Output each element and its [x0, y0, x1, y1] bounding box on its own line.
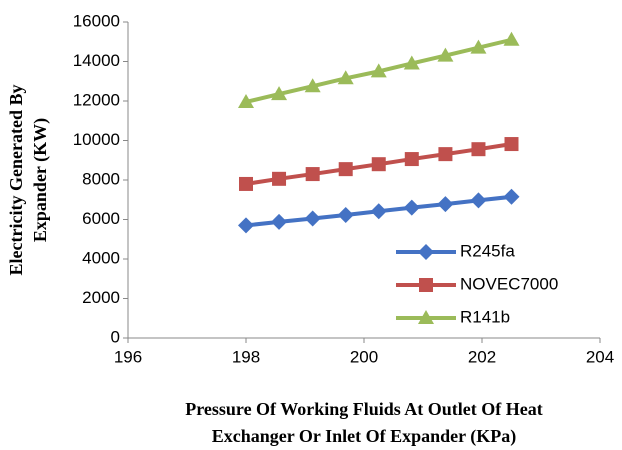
- legend-label: NOVEC7000: [460, 274, 558, 293]
- marker: [470, 192, 487, 209]
- y-axis-title: Expander (KW): [30, 118, 51, 242]
- x-tick-label: 204: [586, 347, 614, 366]
- legend-marker: [418, 310, 434, 324]
- y-axis-title: Electricity Generated By: [6, 85, 26, 276]
- marker: [272, 171, 287, 186]
- marker: [370, 63, 387, 78]
- marker: [271, 86, 288, 101]
- marker: [371, 157, 386, 172]
- y-tick-label: 12000: [73, 90, 120, 109]
- marker: [238, 217, 254, 234]
- y-tick-label: 8000: [82, 169, 120, 188]
- marker: [438, 147, 453, 162]
- marker: [404, 152, 419, 167]
- marker: [305, 167, 320, 182]
- legend-label: R245fa: [460, 241, 515, 260]
- x-tick-label: 198: [232, 347, 260, 366]
- legend-marker: [419, 278, 433, 292]
- y-tick-label: 2000: [82, 288, 120, 307]
- marker: [238, 93, 254, 108]
- marker: [239, 176, 253, 191]
- marker: [403, 199, 420, 216]
- y-tick-label: 6000: [82, 209, 120, 228]
- y-tick-label: 4000: [82, 248, 120, 267]
- marker: [470, 39, 487, 54]
- marker: [337, 70, 354, 85]
- x-tick-label: 202: [468, 347, 496, 366]
- legend-label: R141b: [460, 307, 510, 326]
- marker: [304, 210, 321, 227]
- x-axis-title: Pressure Of Working Fluids At Outlet Of …: [185, 399, 543, 419]
- x-tick-label: 196: [114, 347, 142, 366]
- marker: [504, 137, 519, 152]
- legend-marker: [418, 244, 434, 260]
- legend-marker: [418, 310, 434, 324]
- marker: [338, 162, 353, 177]
- marker: [437, 47, 454, 62]
- x-axis-title: Exchanger Or Inlet Of Expander (KPa): [212, 426, 517, 447]
- marker: [304, 78, 321, 93]
- marker: [271, 213, 288, 230]
- x-tick-label: 200: [350, 347, 378, 366]
- marker: [403, 55, 420, 70]
- legend-marker: [418, 244, 434, 260]
- y-tick-label: 16000: [73, 11, 120, 30]
- marker: [437, 196, 454, 213]
- marker: [370, 203, 387, 220]
- y-tick-label: 10000: [73, 130, 120, 149]
- marker: [503, 31, 520, 46]
- marker: [337, 206, 354, 223]
- marker: [471, 142, 486, 157]
- marker: [503, 188, 520, 205]
- y-tick-label: 0: [111, 327, 120, 346]
- legend-marker: [419, 278, 433, 292]
- y-tick-label: 14000: [73, 51, 120, 70]
